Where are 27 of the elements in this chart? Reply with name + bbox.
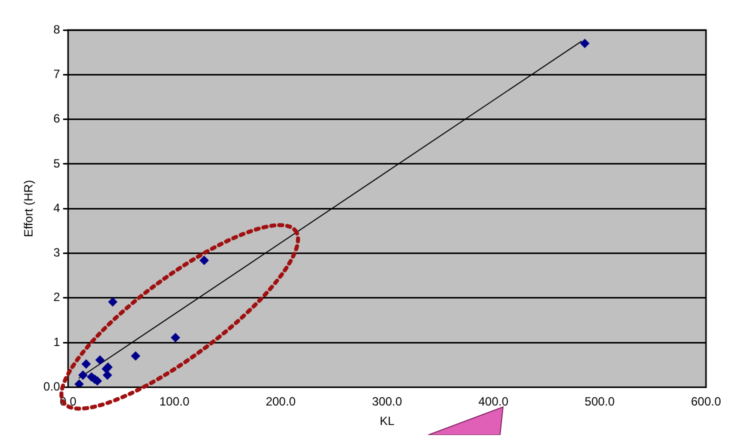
point	[74, 380, 84, 388]
point	[108, 297, 118, 306]
x-tick-label: 600.0	[690, 394, 722, 409]
point	[580, 38, 590, 48]
y-tick-label: 2	[53, 290, 60, 304]
x-tick-label: 500.0	[584, 394, 616, 409]
point	[78, 370, 88, 380]
x-axis-title: KL	[380, 414, 395, 428]
x-tick-label: 100.0	[159, 394, 190, 409]
y-tick-label: 3	[53, 246, 60, 260]
point	[95, 355, 104, 364]
y-tick-label: 0.0	[43, 380, 60, 394]
point	[170, 333, 180, 342]
x-tick-label: 300.0	[372, 394, 402, 409]
y-tick-label: 7	[53, 66, 60, 81]
y-tick-label: 1	[53, 334, 60, 349]
x-tick-label: 400.0	[478, 394, 509, 409]
x-tick-label: 200.0	[266, 394, 296, 409]
y-tick-label: 6	[53, 112, 60, 126]
y-tick-label: 5	[53, 156, 60, 170]
y-tick-label: 4	[53, 200, 60, 215]
point	[131, 351, 140, 360]
point	[200, 256, 209, 265]
y-axis-title: Effort (HR)	[22, 180, 36, 238]
point	[82, 359, 91, 368]
point	[102, 370, 112, 380]
y-tick-label: 8	[53, 22, 60, 36]
